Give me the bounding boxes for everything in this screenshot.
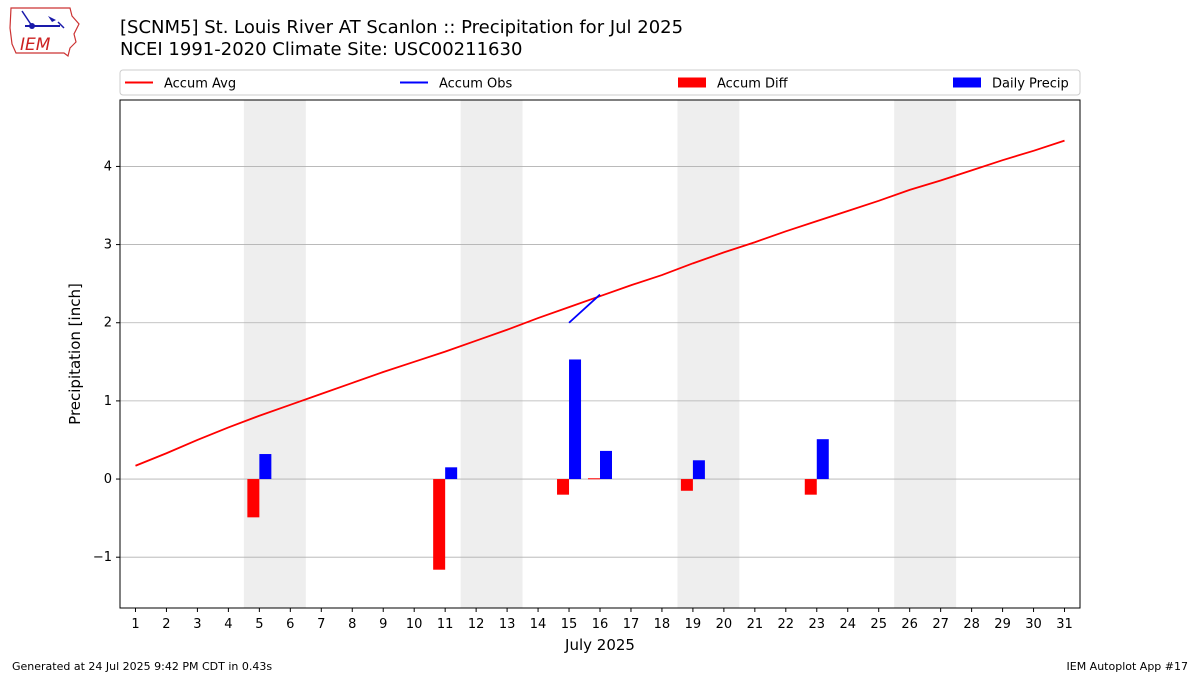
x-tick-label: 23 bbox=[809, 617, 826, 632]
x-tick-label: 4 bbox=[224, 617, 232, 632]
legend-label-1: Accum Avg bbox=[164, 77, 236, 92]
x-tick-label: 29 bbox=[994, 617, 1011, 632]
accum-diff-bar bbox=[433, 479, 446, 570]
y-tick-label: 0 bbox=[104, 472, 112, 487]
logo-text: IEM bbox=[20, 35, 51, 55]
x-tick-label: 30 bbox=[1025, 617, 1042, 632]
x-tick-label: 21 bbox=[747, 617, 764, 632]
x-tick-label: 9 bbox=[379, 617, 387, 632]
x-tick-label: 14 bbox=[530, 617, 547, 632]
weekend-band-3 bbox=[677, 100, 740, 608]
iem-logo: IEM bbox=[8, 6, 80, 58]
x-tick-label: 24 bbox=[839, 617, 856, 632]
weekend-band-4 bbox=[894, 100, 957, 608]
weekend-band-1 bbox=[243, 100, 306, 608]
x-tick-label: 13 bbox=[499, 617, 516, 632]
x-tick-label: 22 bbox=[778, 617, 795, 632]
app-label: IEM Autoplot App #17 bbox=[1066, 660, 1189, 673]
daily-precip-bar bbox=[692, 460, 705, 480]
x-tick-label: 17 bbox=[623, 617, 640, 632]
title-line-1: [SCNM5] St. Louis River AT Scanlon :: Pr… bbox=[120, 17, 684, 38]
accum-avg-line bbox=[135, 139, 1065, 467]
legend-swatch-3 bbox=[678, 77, 706, 88]
x-tick-label: 7 bbox=[317, 617, 325, 632]
y-tick-label: 2 bbox=[104, 316, 112, 331]
iem-logo-icon: IEM bbox=[9, 7, 80, 58]
x-tick-label: 16 bbox=[592, 617, 609, 632]
y-tick-label: 3 bbox=[104, 238, 112, 253]
legend-swatch-4 bbox=[953, 77, 981, 88]
daily-precip-bar bbox=[569, 359, 582, 480]
x-tick-label: 31 bbox=[1056, 617, 1073, 632]
x-axis-label: July 2025 bbox=[564, 636, 635, 654]
x-tick-label: 25 bbox=[870, 617, 887, 632]
y-axis-label: Precipitation [inch] bbox=[66, 283, 84, 425]
daily-precip-bar bbox=[600, 450, 612, 480]
x-tick-label: 8 bbox=[348, 617, 356, 632]
legend-label-3: Accum Diff bbox=[717, 77, 789, 92]
x-tick-label: 26 bbox=[901, 617, 918, 632]
legend-label-2: Accum Obs bbox=[439, 77, 512, 92]
legend-box bbox=[119, 69, 1081, 96]
accum-diff-bar bbox=[680, 479, 693, 491]
daily-precip-bar bbox=[259, 454, 272, 480]
accum-obs-line bbox=[568, 293, 601, 324]
x-tick-label: 1 bbox=[131, 617, 139, 632]
x-tick-label: 28 bbox=[963, 617, 980, 632]
daily-precip-bar bbox=[445, 467, 458, 480]
x-tick-label: 11 bbox=[437, 617, 454, 632]
x-tick-label: 5 bbox=[255, 617, 263, 632]
daily-precip-bar bbox=[816, 439, 829, 480]
y-tick-label: −1 bbox=[93, 550, 112, 565]
generated-timestamp: Generated at 24 Jul 2025 9:42 PM CDT in … bbox=[12, 660, 273, 673]
x-tick-label: 12 bbox=[468, 617, 485, 632]
x-tick-label: 18 bbox=[654, 617, 671, 632]
accum-diff-bar bbox=[557, 479, 570, 495]
accum-diff-bar bbox=[804, 479, 817, 495]
legend-label-4: Daily Precip bbox=[992, 77, 1069, 92]
weekend-band-2 bbox=[460, 100, 523, 608]
x-tick-label: 27 bbox=[932, 617, 949, 632]
y-tick-label: 4 bbox=[104, 159, 112, 174]
title-line-2: NCEI 1991-2020 Climate Site: USC00211630 bbox=[120, 39, 523, 60]
x-tick-label: 2 bbox=[162, 617, 170, 632]
x-tick-label: 6 bbox=[286, 617, 294, 632]
accum-diff-bar bbox=[588, 478, 600, 480]
x-tick-label: 20 bbox=[716, 617, 733, 632]
y-tick-label: 1 bbox=[104, 394, 112, 409]
x-tick-label: 10 bbox=[406, 617, 423, 632]
x-tick-label: 15 bbox=[561, 617, 578, 632]
chart-title: [SCNM5] St. Louis River AT Scanlon :: Pr… bbox=[120, 17, 683, 61]
x-tick-label: 3 bbox=[193, 617, 201, 632]
accum-diff-bar bbox=[247, 479, 260, 518]
x-tick-label: 19 bbox=[685, 617, 702, 632]
